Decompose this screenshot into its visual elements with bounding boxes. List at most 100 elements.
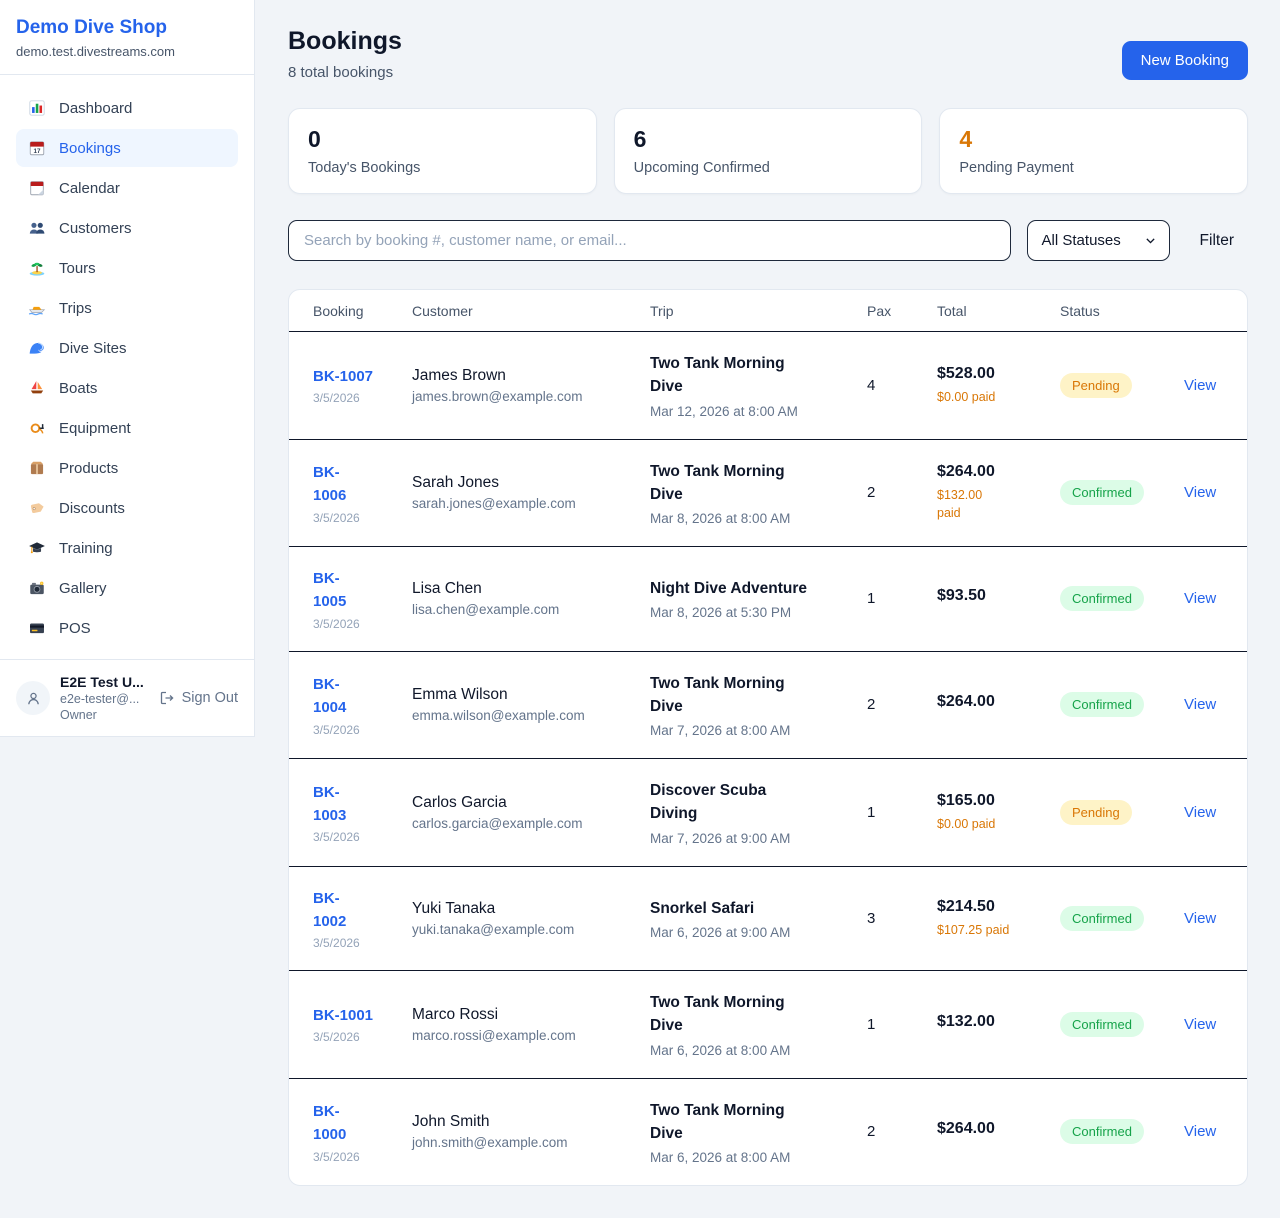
page-header: Bookings 8 total bookings New Booking [288, 27, 1248, 81]
sidebar-item-dive-sites[interactable]: Dive Sites [16, 329, 238, 367]
booking-date: 3/5/2026 [313, 1030, 360, 1045]
user-info: E2E Test U... e2e-tester@... Owner [60, 674, 149, 722]
sidebar-item-discounts[interactable]: Discounts [16, 489, 238, 527]
total-amount: $264.00 [937, 693, 995, 711]
view-link[interactable]: View [1184, 1015, 1217, 1033]
table-row: BK- 1006 3/5/2026 Sarah Jones sarah.jones@… [289, 438, 1247, 547]
table-row: BK-1001 3/5/2026 Marco Rossi marco.rossi@e… [289, 970, 1247, 1078]
booking-id-link[interactable]: BK- 1006 [313, 464, 347, 505]
booking-id-link[interactable]: BK- 1005 [313, 570, 347, 611]
paid-amount: $132.00 paid [937, 488, 983, 521]
sidebar-item-boats[interactable]: Boats [16, 369, 238, 407]
brand-domain: demo.test.divestreams.com [16, 44, 175, 59]
sign-out-label: Sign Out [181, 690, 238, 706]
user-email: e2e-tester@... [60, 692, 140, 706]
status-badge: Confirmed [1060, 692, 1144, 718]
status-badge: Pending [1060, 799, 1132, 825]
customer-email: emma.wilson@example.com [412, 708, 585, 724]
total-amount: $264.00 [937, 1120, 995, 1138]
sidebar-item-label: Trips [59, 299, 92, 317]
bookings-table: Booking Customer Trip Pax Total Status B… [289, 290, 1247, 1185]
view-link[interactable]: View [1184, 484, 1217, 502]
sidebar-item-calendar[interactable]: Calendar [16, 169, 238, 207]
sidebar-item-customers[interactable]: Customers [16, 209, 238, 247]
logout-icon [159, 690, 175, 706]
sailboat-icon [28, 379, 46, 397]
view-link[interactable]: View [1184, 590, 1217, 608]
trip-name: Two Tank Morning Dive [650, 994, 785, 1035]
trip-name: Snorkel Safari [650, 899, 755, 917]
stat-label: Upcoming Confirmed [633, 160, 770, 176]
pax-count: 2 [867, 1123, 876, 1141]
status-filter-select[interactable]: All Statuses [1026, 220, 1170, 261]
paid-amount: $107.25 paid [937, 922, 1010, 937]
pax-count: 1 [867, 803, 876, 821]
stat-value: 0 [308, 126, 321, 152]
total-amount: $132.00 [937, 1012, 995, 1030]
sidebar-item-training[interactable]: Training [16, 529, 238, 567]
paid-amount: $0.00 paid [937, 816, 996, 831]
pax-count: 3 [867, 909, 876, 927]
trip-name: Two Tank Morning Dive [650, 462, 785, 503]
user-footer: E2E Test U... e2e-tester@... Owner Sign … [0, 659, 254, 736]
total-amount: $93.50 [937, 587, 986, 605]
sign-out-button[interactable]: Sign Out [159, 690, 238, 706]
new-booking-button[interactable]: New Booking [1121, 41, 1248, 80]
user-role: Owner [60, 708, 97, 722]
stat-value: 4 [959, 126, 973, 152]
table-row: BK- 1004 3/5/2026 Emma Wilson emma.wilson@… [289, 650, 1247, 759]
view-link[interactable]: View [1184, 1123, 1217, 1141]
stat-card-pending-payment: 4 Pending Payment [939, 108, 1248, 194]
booking-date: 3/5/2026 [313, 830, 360, 844]
col-header-action [1172, 290, 1247, 332]
trip-datetime: Mar 6, 2026 at 8:00 AM [650, 1150, 791, 1165]
sidebar-item-label: Customers [59, 219, 132, 237]
booking-id-link[interactable]: BK- 1002 [313, 889, 347, 930]
pax-count: 1 [867, 1015, 876, 1033]
customer-email: lisa.chen@example.com [412, 602, 560, 618]
booking-id-link[interactable]: BK-1001 [313, 1007, 374, 1025]
status-badge: Confirmed [1060, 905, 1144, 931]
booking-id-link[interactable]: BK- 1003 [313, 783, 347, 824]
sidebar-item-label: Products [59, 459, 119, 477]
pax-count: 2 [867, 484, 876, 502]
trip-name: Two Tank Morning Dive [650, 1101, 785, 1142]
sidebar-item-trips[interactable]: Trips [16, 289, 238, 327]
graduation-cap-icon [28, 539, 46, 557]
total-amount: $264.00 [937, 463, 995, 481]
sidebar-item-dashboard[interactable]: Dashboard [16, 89, 238, 127]
page-title: Bookings [288, 27, 402, 55]
filter-button[interactable]: Filter [1199, 231, 1234, 249]
wave-icon [28, 339, 46, 357]
camera-icon [28, 579, 46, 597]
sidebar-item-tours[interactable]: Tours [16, 249, 238, 287]
search-input[interactable] [288, 220, 1011, 261]
view-link[interactable]: View [1184, 909, 1217, 927]
table-row: BK- 1002 3/5/2026 Yuki Tanaka yuki.tanaka@… [289, 865, 1247, 971]
sidebar-item-bookings[interactable]: 17 Bookings [16, 129, 238, 167]
status-badge: Confirmed [1060, 1119, 1144, 1145]
sidebar-item-label: Equipment [59, 419, 131, 437]
view-link[interactable]: View [1184, 696, 1217, 714]
pax-count: 1 [867, 590, 876, 608]
sidebar-item-gallery[interactable]: Gallery [16, 569, 238, 607]
sidebar-item-pos[interactable]: POS [16, 609, 238, 647]
booking-id-link[interactable]: BK-1007 [313, 368, 374, 386]
status-badge: Confirmed [1060, 586, 1144, 612]
total-amount: $214.50 [937, 897, 995, 915]
speedboat-icon [28, 299, 46, 317]
col-header-status: Status [1048, 290, 1172, 332]
customer-name: Lisa Chen [412, 580, 482, 598]
trip-datetime: Mar 8, 2026 at 5:30 PM [650, 605, 792, 621]
view-link[interactable]: View [1184, 803, 1217, 821]
page-subtitle: 8 total bookings [288, 64, 394, 81]
booking-id-link[interactable]: BK- 1000 [313, 1103, 347, 1144]
user-name: E2E Test U... [60, 674, 144, 690]
customer-name: Emma Wilson [412, 686, 508, 704]
col-header-customer: Customer [400, 290, 638, 332]
view-link[interactable]: View [1184, 376, 1217, 394]
sidebar-item-products[interactable]: Products [16, 449, 238, 487]
sidebar-item-equipment[interactable]: Equipment [16, 409, 238, 447]
booking-id-link[interactable]: BK- 1004 [313, 676, 347, 717]
package-icon [28, 459, 46, 477]
